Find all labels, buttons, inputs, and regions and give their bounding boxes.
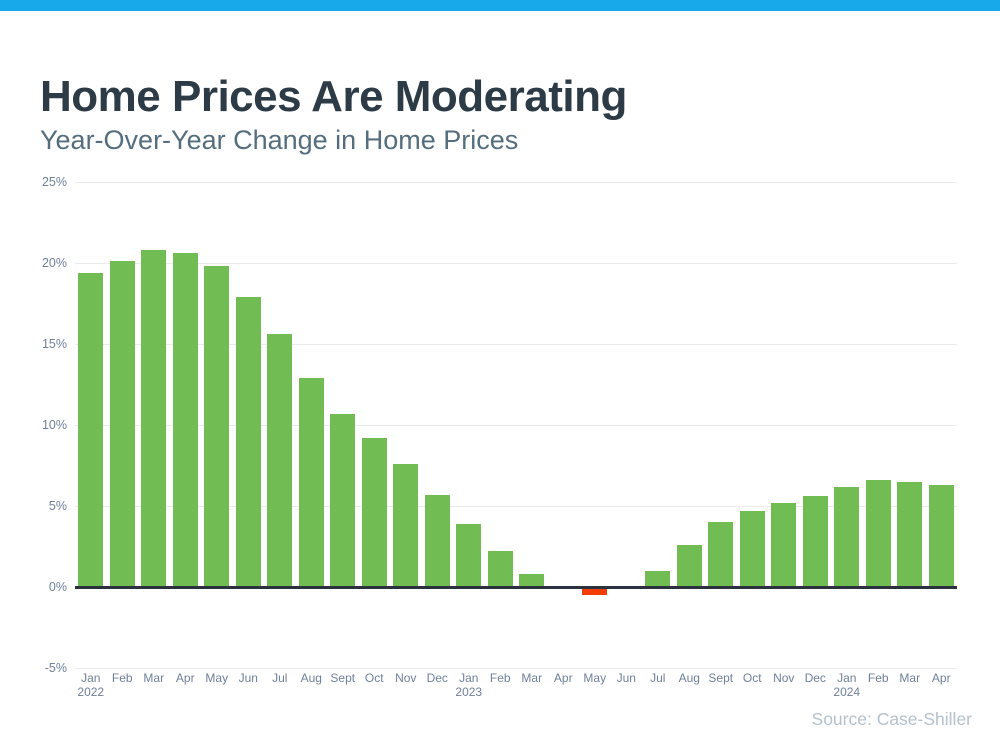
y-axis-tick-label: -5%	[44, 661, 67, 675]
bar-positive	[928, 484, 954, 587]
bar-positive	[708, 522, 734, 587]
bar-positive	[456, 523, 482, 587]
bar-positive	[676, 544, 702, 587]
bar-positive	[78, 272, 104, 587]
bar-positive	[771, 502, 797, 587]
gridline	[75, 263, 957, 264]
x-axis-tick-label: Feb	[867, 671, 889, 685]
bar-positive	[298, 378, 324, 587]
bar-positive	[141, 250, 167, 587]
bar-positive	[897, 481, 923, 587]
x-axis-tick-label: Jul	[650, 671, 666, 685]
x-axis-tick-label: Oct	[742, 671, 762, 685]
bar-positive	[172, 253, 198, 587]
y-axis-tick-label: 15%	[41, 337, 67, 351]
bar-positive	[865, 480, 891, 587]
x-axis-tick-label: Apr	[931, 671, 951, 685]
x-axis-tick-label: Sept	[330, 671, 356, 685]
bar-positive	[424, 494, 450, 587]
bar-positive	[834, 486, 860, 587]
source-attribution: Source: Case-Shiller	[811, 709, 972, 729]
bar-positive	[267, 334, 293, 587]
x-axis-tick-label: Jan 2024	[833, 671, 861, 699]
plot-area: 25% 20% 15% 10% 5% 0% -5% Jan 2022 Feb Mar Apr May Ju…	[42, 175, 957, 698]
x-axis-tick-label: Feb	[111, 671, 133, 685]
x-axis-tick-label: Jun	[616, 671, 636, 685]
x-axis-tick-label: Dec	[804, 671, 826, 685]
x-axis-tick-label: Mar	[521, 671, 543, 685]
y-axis-tick-label: 0%	[48, 580, 67, 594]
page-title: Home Prices Are Moderating	[40, 72, 627, 122]
x-axis-tick-label: Feb	[489, 671, 511, 685]
x-axis-tick-label: May	[205, 671, 229, 685]
gridline	[75, 668, 957, 669]
x-axis-tick-label: Aug	[300, 671, 322, 685]
bar-positive	[519, 574, 545, 587]
y-axis-tick-label: 20%	[41, 256, 67, 270]
x-axis-tick-label: May	[583, 671, 607, 685]
page-subtitle: Year-Over-Year Change in Home Prices	[40, 125, 519, 156]
x-axis-tick-label: Jan 2023	[455, 671, 483, 699]
x-axis-tick-label: Jun	[238, 671, 258, 685]
x-axis-tick-label: Aug	[678, 671, 700, 685]
bar-positive	[645, 570, 671, 587]
x-axis-tick-label: Jan 2022	[77, 671, 105, 699]
y-axis-tick-label: 5%	[48, 499, 67, 513]
bar-positive	[393, 463, 419, 587]
bar-positive	[361, 437, 387, 587]
gridline	[75, 425, 957, 426]
y-axis-tick-label: 10%	[41, 418, 67, 432]
zero-axis-line	[75, 585, 957, 589]
bar-positive	[109, 261, 135, 587]
bar-positive	[204, 266, 230, 587]
x-axis-tick-label: Jul	[272, 671, 288, 685]
x-axis-tick-label: Dec	[426, 671, 448, 685]
x-axis-tick-label: Sept	[708, 671, 734, 685]
x-axis-tick-label: Oct	[364, 671, 384, 685]
top-accent-bar	[0, 0, 1000, 11]
gridline	[75, 506, 957, 507]
bar-negative	[582, 588, 608, 595]
x-axis-tick-label: Nov	[395, 671, 417, 685]
bar-positive	[487, 551, 513, 587]
x-axis-tick-label: Nov	[773, 671, 795, 685]
bar-positive	[802, 496, 828, 587]
y-axis-tick-label: 25%	[41, 175, 67, 189]
x-axis-tick-label: Apr	[175, 671, 195, 685]
bar-positive	[330, 413, 356, 587]
x-axis-tick-label: Apr	[553, 671, 573, 685]
x-axis-tick-label: Mar	[143, 671, 165, 685]
gridline	[75, 344, 957, 345]
bar-positive	[739, 510, 765, 587]
bar-positive	[235, 297, 261, 587]
x-axis-tick-label: Mar	[899, 671, 921, 685]
gridline	[75, 182, 957, 183]
